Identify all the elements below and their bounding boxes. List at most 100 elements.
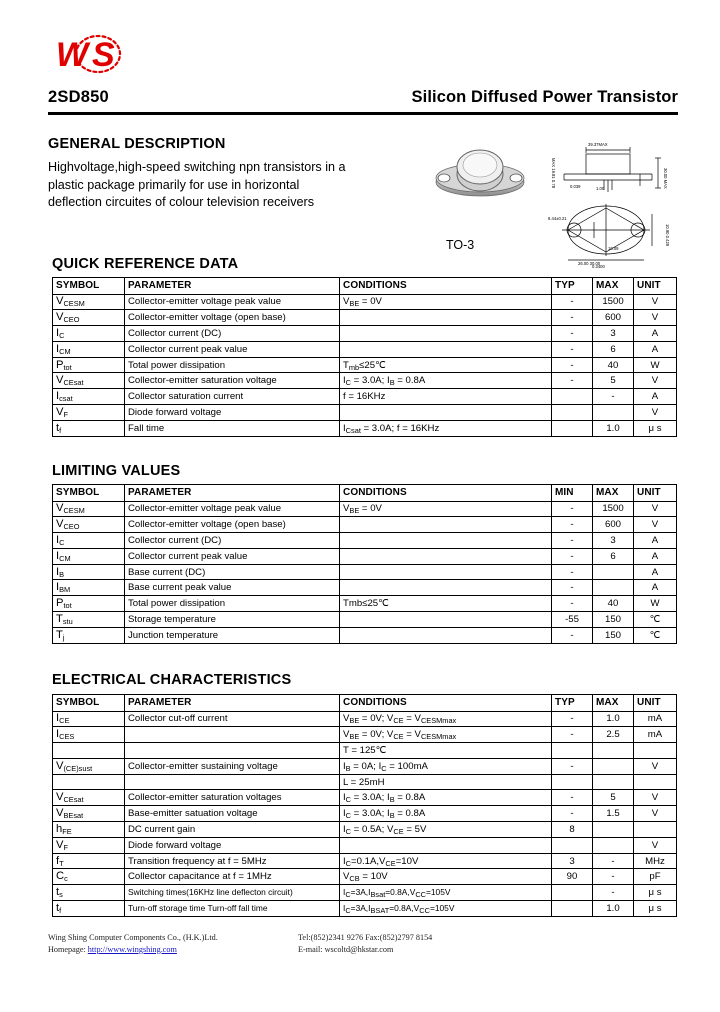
cell-max: - bbox=[592, 388, 634, 406]
cell-parameter: Collector-emitter voltage peak value bbox=[124, 293, 340, 311]
column-header-parameter: PARAMETER bbox=[124, 484, 340, 502]
cell-unit: W bbox=[633, 356, 677, 374]
cell-symbol: VF bbox=[52, 836, 125, 854]
cell-unit bbox=[633, 773, 677, 791]
column-header-max: MAX bbox=[592, 277, 634, 295]
column-header-max: MAX bbox=[592, 484, 634, 502]
cell-parameter: Diode forward voltage bbox=[124, 404, 340, 421]
cell-parameter: Storage temperature bbox=[124, 611, 340, 628]
cell-conditions: IB = 0A; IC = 100mA bbox=[339, 757, 552, 775]
cell-parameter: Turn-off storage time Turn-off fall time bbox=[124, 900, 340, 917]
cell-symbol: hFE bbox=[52, 821, 125, 838]
cell-max: 150 bbox=[592, 626, 634, 644]
cell-symbol: Icsat bbox=[52, 388, 125, 406]
table-row: VCEsat Collector-emitter saturation volta… bbox=[52, 789, 677, 807]
cell-typ: - bbox=[551, 325, 593, 342]
description-line: Highvoltage,high-speed switching npn tra… bbox=[48, 160, 346, 174]
cell-max: 6 bbox=[592, 547, 634, 565]
cell-max: 40 bbox=[592, 595, 634, 613]
cell-parameter: Collector current (DC) bbox=[124, 325, 340, 342]
cell-parameter: Collector current peak value bbox=[124, 340, 340, 358]
cell-conditions bbox=[339, 516, 552, 534]
cell-unit: V bbox=[633, 805, 677, 823]
cell-symbol bbox=[52, 773, 125, 791]
cell-symbol: VF bbox=[52, 404, 125, 421]
cell-typ: - bbox=[551, 356, 593, 374]
table-row: IB Base current (DC) - A bbox=[52, 563, 677, 581]
document-title: Silicon Diffused Power Transistor bbox=[411, 88, 678, 106]
cell-unit: V bbox=[633, 789, 677, 807]
cell-parameter: Base current peak value bbox=[124, 579, 340, 597]
cell-typ: - bbox=[551, 710, 593, 728]
cell-parameter: Total power dissipation bbox=[124, 595, 340, 613]
cell-unit: μ s bbox=[633, 900, 677, 917]
cell-parameter: Collector capacitance at f = 1MHz bbox=[124, 868, 340, 886]
cell-unit: μ s bbox=[633, 884, 677, 902]
column-header-max: MAX bbox=[592, 694, 634, 712]
cell-min: - bbox=[551, 547, 593, 565]
cell-unit: V bbox=[633, 309, 677, 327]
general-description-heading: GENERAL DESCRIPTION bbox=[48, 136, 226, 152]
cell-symbol: VBEsat bbox=[52, 805, 125, 823]
cell-max: 1.0 bbox=[592, 419, 634, 437]
cell-min: - bbox=[551, 626, 593, 644]
cell-parameter bbox=[124, 726, 340, 744]
cell-conditions: VCB = 10V bbox=[339, 868, 552, 886]
cell-typ bbox=[551, 836, 593, 854]
cell-symbol: VCESM bbox=[52, 293, 125, 311]
cell-max: 1.5 bbox=[592, 805, 634, 823]
cell-parameter: Collector-emitter sustaining voltage bbox=[124, 757, 340, 775]
cell-conditions: f = 16KHz bbox=[339, 388, 552, 406]
cell-unit: ℃ bbox=[633, 626, 677, 644]
cell-typ: - bbox=[551, 372, 593, 390]
cell-parameter: Switching times(16KHz line deflecton cir… bbox=[124, 884, 340, 902]
table-row: L = 25mH bbox=[52, 773, 677, 791]
table-row: VF Diode forward voltage V bbox=[52, 836, 677, 854]
svg-text:0.3400: 0.3400 bbox=[592, 264, 605, 268]
footer-homepage-label: Homepage: bbox=[48, 944, 86, 954]
cell-conditions: IC = 3.0A; IB = 0.8A bbox=[339, 805, 552, 823]
table-body: VCESM Collector-emitter voltage peak valu… bbox=[52, 293, 677, 437]
cell-parameter: Transition frequency at f = 5MHz bbox=[124, 852, 340, 870]
footer-email-label: E-mail: bbox=[298, 944, 323, 954]
cell-symbol: Tj bbox=[52, 626, 125, 644]
cell-max: - bbox=[592, 884, 634, 902]
cell-typ: 3 bbox=[551, 852, 593, 870]
cell-max bbox=[592, 773, 634, 791]
cell-max: 3 bbox=[592, 325, 634, 342]
cell-conditions: IC = 3.0A; IB = 0.8A bbox=[339, 372, 552, 390]
cell-typ bbox=[551, 419, 593, 437]
cell-symbol: VCEO bbox=[52, 309, 125, 327]
title-divider bbox=[48, 112, 678, 115]
footer-homepage-link[interactable]: http://www.wingshing.com bbox=[87, 944, 177, 954]
limiting-values-heading: LIMITING VALUES bbox=[52, 463, 181, 479]
table-row: VCEsat Collector-emitter saturation volta… bbox=[52, 372, 677, 390]
column-header-typ: TYP bbox=[551, 694, 593, 712]
cell-symbol: VCEO bbox=[52, 516, 125, 534]
cell-conditions: IC=3A,IBsat=0.8A,VCC=105V bbox=[339, 884, 552, 902]
cell-conditions: IC=3A,IBSAT=0.8A,VCC=105V bbox=[339, 900, 552, 917]
footer-email-address[interactable]: wscoltd@hkstar.com bbox=[324, 944, 394, 954]
cell-symbol: tf bbox=[52, 900, 125, 917]
cell-symbol: tf bbox=[52, 419, 125, 437]
cell-parameter bbox=[124, 773, 340, 791]
cell-symbol: VCEsat bbox=[52, 372, 125, 390]
cell-unit: A bbox=[633, 532, 677, 549]
cell-max bbox=[592, 579, 634, 597]
cell-max bbox=[592, 563, 634, 581]
cell-typ bbox=[551, 742, 593, 759]
cell-conditions bbox=[339, 309, 552, 327]
quick-reference-heading: QUICK REFERENCE DATA bbox=[52, 256, 239, 272]
column-header-unit: UNIT bbox=[633, 277, 677, 295]
cell-unit: pF bbox=[633, 868, 677, 886]
cell-conditions bbox=[339, 340, 552, 358]
cell-unit: mA bbox=[633, 726, 677, 744]
cell-unit: μ s bbox=[633, 419, 677, 437]
cell-symbol: ts bbox=[52, 884, 125, 902]
cell-conditions: IC=0.1A,VCE=10V bbox=[339, 852, 552, 870]
table-body: ICE Collector cut-off current VBE = 0V; VC… bbox=[52, 710, 677, 917]
table-row: V(CE)sust Collector-emitter sustaining vo… bbox=[52, 757, 677, 775]
column-header-symbol: SYMBOL bbox=[52, 694, 125, 712]
column-header-parameter: PARAMETER bbox=[124, 277, 340, 295]
cell-min: - bbox=[551, 563, 593, 581]
